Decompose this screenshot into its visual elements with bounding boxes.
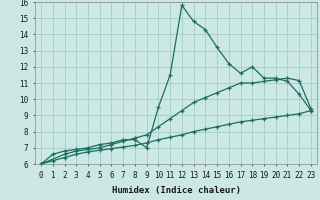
X-axis label: Humidex (Indice chaleur): Humidex (Indice chaleur)	[111, 186, 241, 194]
